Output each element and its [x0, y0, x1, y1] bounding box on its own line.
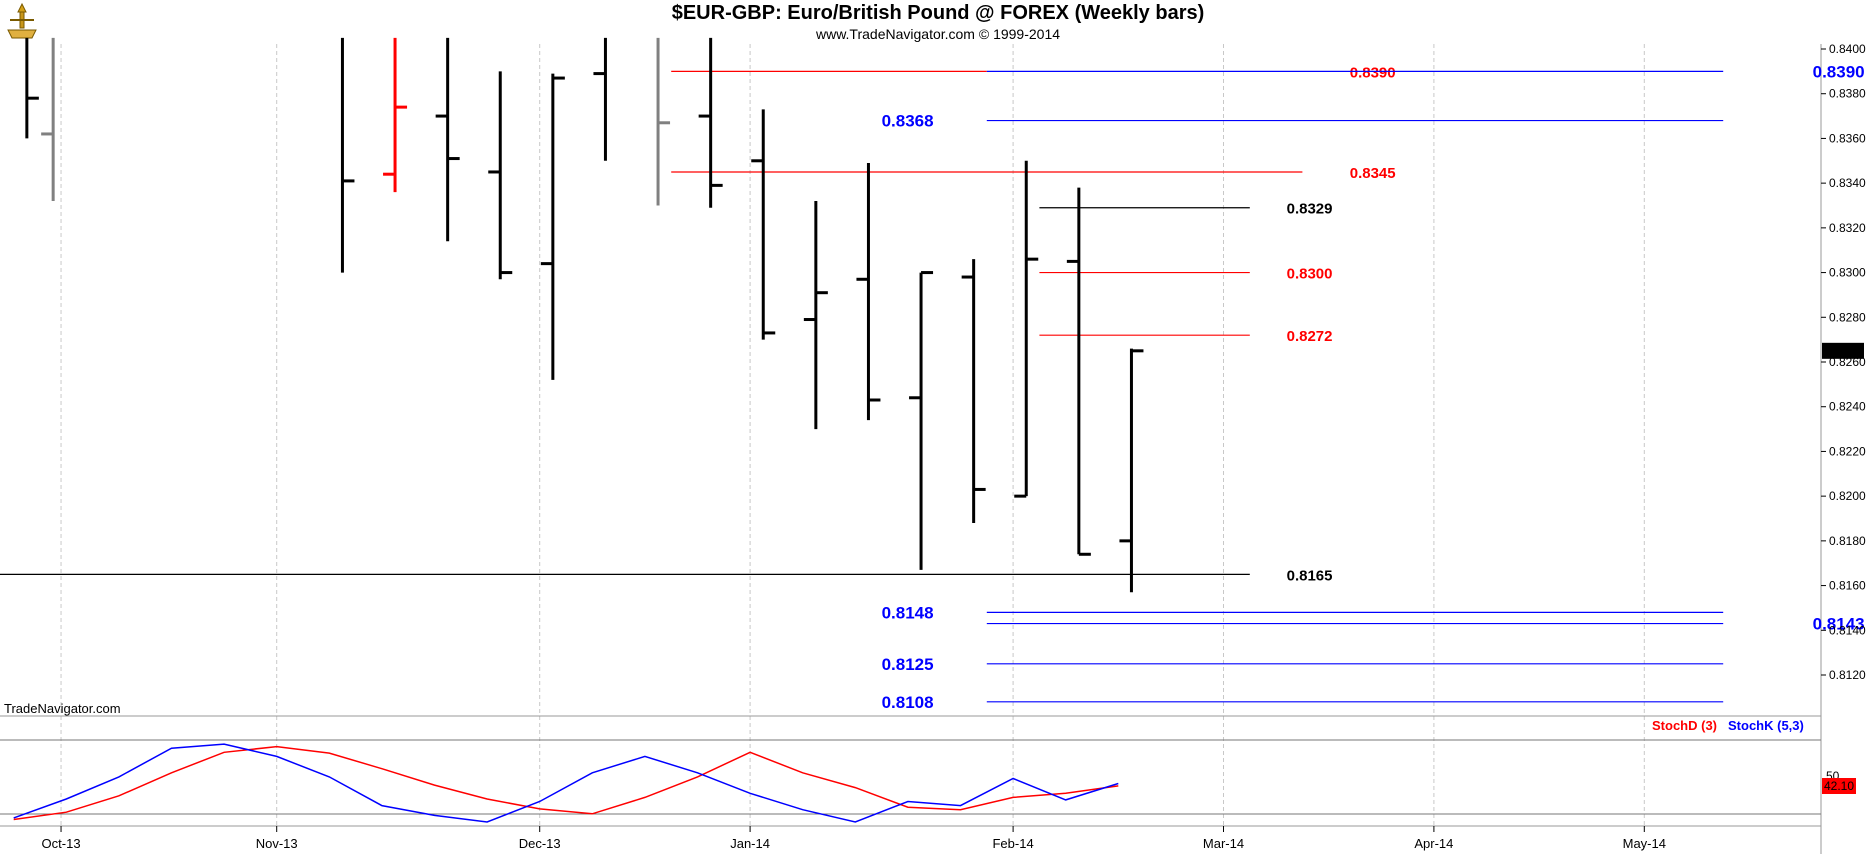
chart-header: $EUR-GBP: Euro/British Pound @ FOREX (We…: [0, 0, 1876, 44]
stoch-line-k: [13, 743, 1119, 823]
ohlc-bar: [25, 37, 39, 139]
level-label: 0.8390: [1350, 64, 1396, 81]
stoch-readout-value: 42.10: [1824, 779, 1854, 793]
ohlc-bar: [1014, 160, 1039, 498]
trade-navigator-logo-icon: [7, 2, 37, 39]
ohlc-bar: [435, 37, 460, 242]
date-tick-label: Apr-14: [1414, 836, 1453, 851]
ohlc-bar: [961, 259, 986, 523]
date-tick-label: Nov-13: [256, 836, 298, 851]
stoch-line-d: [13, 745, 1119, 821]
level-label: 0.8329: [1287, 201, 1333, 218]
price-tick-label: 0.8140: [1829, 623, 1866, 637]
price-tick-label: 0.8400: [1829, 42, 1866, 56]
date-tick-label: Oct-13: [42, 836, 81, 851]
level-label: 0.8345: [1350, 165, 1396, 182]
ohlc-bar: [1066, 187, 1091, 556]
date-tick-label: Dec-13: [519, 836, 561, 851]
chart-subtitle: www.TradeNavigator.com © 1999-2014: [815, 26, 1061, 42]
price-axis: 0.8400 0.8380 0.8360 0.8340 0.8320 0.8300 0.82…: [1821, 42, 1866, 682]
price-tick-label: 0.8180: [1829, 534, 1866, 548]
price-tick-label: 0.8360: [1829, 131, 1866, 145]
date-tick-label: Feb-14: [992, 836, 1033, 851]
date-tick-label: May-14: [1623, 836, 1666, 851]
stoch-readout-badge: [1822, 778, 1856, 794]
legend-stochk: StochK (5,3): [1728, 718, 1804, 733]
date-tick-label: Mar-14: [1203, 836, 1244, 851]
grid-layer: [60, 44, 1645, 825]
price-tick-label: 0.8340: [1829, 176, 1866, 190]
ohlc-bar: [803, 201, 828, 430]
price-bars: [25, 37, 1144, 593]
ohlc-bar: [340, 37, 355, 273]
ohlc-bar: [488, 71, 513, 280]
panel-frame: [0, 44, 1822, 854]
level-label: 0.8108: [882, 693, 934, 712]
ohlc-bar: [540, 73, 565, 380]
price-tick-label: 0.8200: [1829, 489, 1866, 503]
watermark-text: TradeNavigator.com: [4, 701, 121, 716]
last-price-label: 0.8265: [1825, 344, 1862, 358]
ohlc-bar: [41, 37, 55, 202]
ohlc-bar: [856, 163, 881, 421]
ohlc-bar: [1119, 348, 1144, 593]
price-tick-label: 0.8160: [1829, 579, 1866, 593]
price-tick-label: 0.8300: [1829, 266, 1866, 280]
price-tick-label: 0.8120: [1829, 668, 1866, 682]
price-tick-label: 0.8280: [1829, 310, 1866, 324]
ohlc-bar: [593, 37, 607, 161]
ohlc-bar: [698, 37, 723, 208]
level-label: 0.8165: [1287, 567, 1333, 584]
ohlc-bar: [751, 109, 776, 340]
ohlc-bar: [383, 37, 408, 193]
level-label: 0.8300: [1287, 266, 1333, 283]
last-price-badge: [1822, 342, 1864, 359]
level-label: 0.8390: [1813, 62, 1865, 81]
level-label: 0.8125: [882, 655, 934, 674]
chart-title: $EUR-GBP: Euro/British Pound @ FOREX (We…: [671, 2, 1205, 24]
level-label: 0.8368: [882, 112, 934, 131]
price-tick-label: 0.8240: [1829, 400, 1866, 414]
price-tick-label: 0.8220: [1829, 444, 1866, 458]
date-axis: Oct-13 Nov-13 Dec-13 Jan-14 Feb-14 Mar-14 Apr-…: [42, 826, 1666, 851]
legend-stochd: StochD (3): [1652, 718, 1717, 733]
price-tick-label: 0.8320: [1829, 221, 1866, 235]
level-label: 0.8272: [1287, 328, 1333, 345]
level-label: 0.8143: [1813, 615, 1865, 634]
date-tick-label: Jan-14: [730, 836, 770, 851]
support-resistance-levels: 0.8390 0.8390 0.8368 0.8345 0.8329 0.8300 0.82…: [0, 62, 1865, 712]
level-label: 0.8148: [882, 603, 934, 622]
price-tick-label: 0.8380: [1829, 87, 1866, 101]
ohlc-bar: [909, 271, 934, 570]
ohlc-bar: [656, 37, 671, 206]
